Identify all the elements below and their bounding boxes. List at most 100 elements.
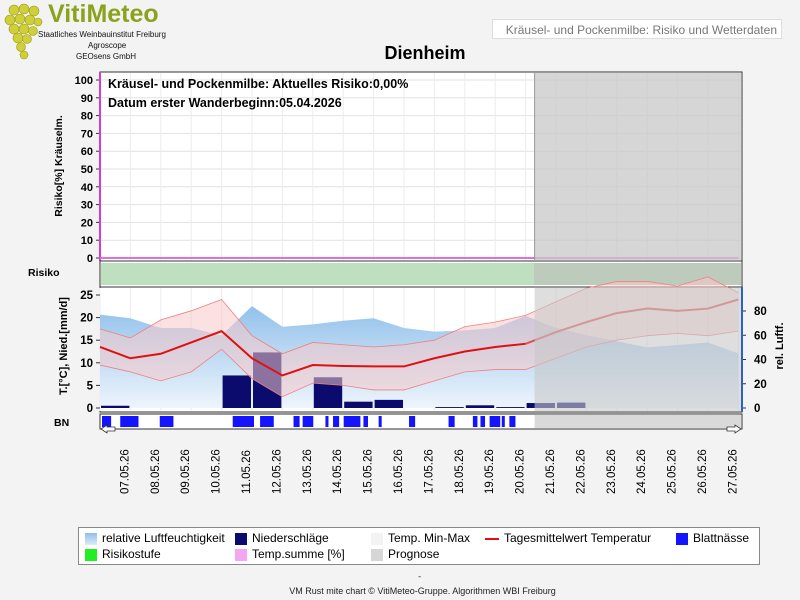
- risk-tick-label: 80: [81, 111, 93, 123]
- leaf-wetness-bar: [120, 416, 139, 427]
- x-tick-label: 18.05.26: [454, 449, 466, 494]
- x-tick-label: 26.05.26: [697, 449, 709, 494]
- precipitation-bar: [374, 399, 403, 408]
- x-tick-label: 20.05.26: [515, 449, 527, 494]
- risk-tick-label: 70: [81, 128, 93, 140]
- right-tick-label: 40: [754, 355, 767, 367]
- weather-forecast-region: [534, 288, 741, 411]
- risk-date-annotation: Datum erster Wanderbeginn:05.04.2026: [108, 96, 342, 110]
- x-tick-label: 12.05.26: [271, 449, 283, 494]
- x-tick-label: 09.05.26: [180, 449, 192, 494]
- x-tick-label: 14.05.26: [332, 449, 344, 494]
- scroll-right-arrow[interactable]: [726, 424, 742, 434]
- risk-band-label: Risiko: [28, 267, 60, 279]
- x-tick-label: 19.05.26: [484, 449, 496, 494]
- legend-swatch: [371, 532, 383, 545]
- x-tick-label: 21.05.26: [545, 449, 557, 494]
- legend-label: Temp. Min-Max: [388, 531, 471, 545]
- legend-item-risk-level: Risikostufe: [85, 547, 161, 561]
- legend-item-temp-sum: Temp.summe [%]: [235, 547, 345, 561]
- risk-band-level: [101, 263, 534, 285]
- grape-icon: [4, 3, 43, 60]
- leaf-wetness-bar: [409, 416, 416, 427]
- right-tick-label: 20: [754, 379, 767, 391]
- x-tick-label: 27.05.26: [727, 449, 739, 494]
- x-tick-label: 10.05.26: [211, 449, 223, 494]
- x-tick-label: 22.05.26: [575, 449, 587, 494]
- x-tick-label: 15.05.26: [363, 449, 375, 494]
- leaf-wetness-bar: [260, 416, 274, 427]
- leaf-wetness-bar: [472, 416, 478, 427]
- risk-tick-label: 10: [81, 235, 93, 247]
- risk-y-axis-label: Risiko[%] Kräuselm.: [53, 115, 65, 217]
- legend: relative Luftfeuchtigkeit Niederschläge …: [78, 527, 760, 565]
- precipitation-bar: [465, 405, 495, 408]
- vitimeteo-logo: VitiMeteo Staatliches Weinbauinstitut Fr…: [0, 0, 190, 62]
- chart-subtitle: Kräusel- und Pockenmilbe: Risiko und Wet…: [492, 19, 782, 39]
- logo-line-agroscope: Agroscope: [88, 41, 127, 50]
- x-tick-label: 11.05.26: [241, 450, 253, 494]
- risk-y-axis: 0 10 20 30 40 50 60 70 80 90 100: [75, 75, 100, 265]
- leaf-wetness-bar: [509, 416, 516, 427]
- weather-left-axis-label: T.[°C], Nied.[mm/d]: [58, 297, 70, 395]
- footer-credit: VM Rust mite chart © VitiMeteo-Gruppe. A…: [289, 586, 556, 596]
- precipitation-bar: [344, 401, 373, 408]
- x-tick-label: 24.05.26: [636, 449, 648, 494]
- risk-band-forecast: [534, 263, 741, 285]
- leaf-wetness-bar: [325, 416, 329, 427]
- legend-item-temp-mean: Tagesmittelwert Temperatur: [485, 531, 651, 545]
- leaf-wetness-bar: [501, 416, 505, 427]
- left-tick-label: 25: [80, 290, 93, 302]
- logo-line-institute: Staatliches Weinbauinstitut Freiburg: [38, 30, 166, 39]
- right-tick-label: 80: [754, 306, 767, 318]
- legend-swatch: [85, 532, 97, 545]
- precipitation-bar: [101, 405, 130, 408]
- legend-swatch: [235, 532, 247, 545]
- legend-item-humidity: relative Luftfeuchtigkeit: [85, 531, 225, 545]
- leaf-wetness-bar: [333, 416, 340, 427]
- legend-item-precipitation: Niederschläge: [235, 531, 329, 545]
- weather-left-axis: 0 5 10 15 20 25: [80, 290, 100, 415]
- x-tick-label: 25.05.26: [667, 449, 679, 494]
- x-tick-label: 13.05.26: [302, 449, 314, 494]
- legend-item-leaf-wetness: Blattnässe: [676, 531, 749, 545]
- risk-tick-label: 30: [81, 200, 93, 212]
- x-tick-label: 07.05.26: [119, 449, 131, 494]
- scroll-left-arrow[interactable]: [100, 424, 116, 434]
- x-tick-label: 17.05.26: [423, 449, 435, 494]
- precipitation-bar: [496, 407, 525, 408]
- risk-tick-label: 0: [87, 253, 93, 265]
- leaf-wetness-label: BN: [54, 417, 69, 429]
- leaf-wetness-bar: [343, 416, 361, 427]
- logo-line-geosens: GEOsens GmbH: [76, 52, 137, 61]
- risk-tick-label: 20: [81, 217, 93, 229]
- leaf-wetness-bar: [159, 416, 174, 427]
- legend-swatch: [676, 532, 688, 545]
- weather-right-axis: 0 20 40 60 80: [742, 306, 767, 415]
- legend-swatch: [85, 548, 97, 561]
- left-tick-label: 5: [87, 380, 94, 392]
- leaf-wetness-bar: [480, 416, 486, 427]
- x-axis-labels: 07.05.26 08.05.26 09.05.26 10.05.26 11.05.26…: [119, 449, 739, 494]
- risk-tick-label: 100: [75, 75, 93, 87]
- x-tick-label: 23.05.26: [606, 449, 618, 494]
- leaf-wetness-bar: [293, 416, 300, 427]
- legend-swatch: [235, 548, 247, 561]
- station-title: Dienheim: [384, 43, 466, 63]
- left-tick-label: 20: [80, 313, 93, 325]
- leaf-wetness-bar: [363, 416, 368, 427]
- left-tick-label: 15: [80, 335, 93, 347]
- legend-label: Niederschläge: [252, 531, 329, 545]
- x-tick-label: 08.05.26: [150, 449, 162, 494]
- leaf-wetness-forecast: [534, 415, 741, 428]
- legend-item-temp-min-max: Temp. Min-Max: [371, 531, 470, 545]
- legend-label: Blattnässe: [693, 531, 750, 545]
- left-tick-label: 10: [80, 358, 93, 370]
- logo-title: VitiMeteo: [48, 0, 159, 28]
- temp-mean-line: [99, 330, 526, 377]
- leaf-wetness-bar: [302, 416, 314, 427]
- risk-forecast-region: [534, 73, 741, 260]
- precipitation-bar: [222, 375, 251, 408]
- legend-label: Temp.summe [%]: [252, 547, 345, 561]
